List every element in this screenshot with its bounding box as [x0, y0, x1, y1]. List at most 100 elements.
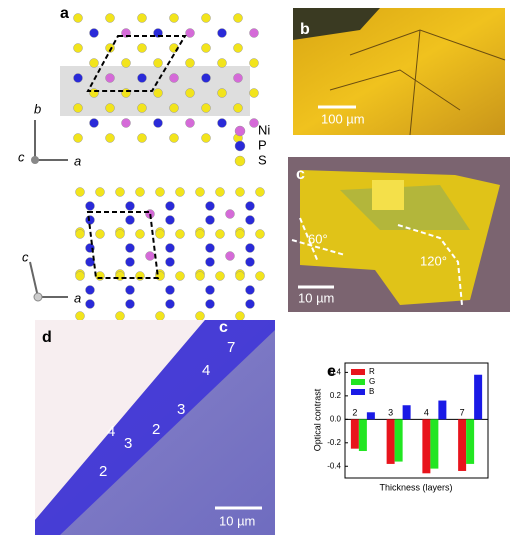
- atom: [217, 88, 227, 98]
- bar: [350, 419, 359, 449]
- atom: [137, 73, 147, 83]
- atom: [153, 118, 163, 128]
- bar: [402, 405, 411, 420]
- bar: [358, 419, 367, 452]
- y-tick-label: -0.2: [327, 438, 341, 447]
- atom: [137, 13, 147, 23]
- y-tick-label: 0.2: [330, 391, 342, 400]
- atom: [115, 229, 125, 239]
- atom: [95, 271, 105, 281]
- atom: [169, 13, 179, 23]
- axis-label: c: [22, 249, 29, 264]
- atom: [235, 271, 245, 281]
- atom: [217, 28, 227, 38]
- plot-frame: [344, 362, 489, 479]
- atom: [155, 311, 165, 321]
- atom: [105, 43, 115, 53]
- scale-label: 10 µm: [219, 513, 255, 528]
- atom: [73, 73, 83, 83]
- layer-label: 4: [107, 423, 115, 440]
- axis-origin: [31, 156, 39, 164]
- atom: [205, 201, 215, 211]
- atom: [115, 311, 125, 321]
- bar: [474, 374, 483, 420]
- layer-label: 2: [99, 463, 107, 480]
- atom: [73, 13, 83, 23]
- atom: [215, 187, 225, 197]
- atom: [105, 133, 115, 143]
- atom: [85, 215, 95, 225]
- atom: [165, 285, 175, 295]
- atom: [165, 243, 175, 253]
- category-label: 3: [388, 408, 393, 418]
- atom: [245, 299, 255, 309]
- atom: [249, 28, 259, 38]
- angle-label: 120°: [420, 253, 447, 268]
- atom: [255, 271, 265, 281]
- atom: [245, 285, 255, 295]
- atom: [195, 187, 205, 197]
- atom: [73, 103, 83, 113]
- flake-edge: [35, 320, 275, 535]
- atom: [185, 118, 195, 128]
- atom: [245, 201, 255, 211]
- atom: [135, 229, 145, 239]
- scale-label: 10 µm: [298, 290, 334, 305]
- legend-label: B: [369, 387, 374, 396]
- atom: [233, 103, 243, 113]
- atom: [233, 43, 243, 53]
- atom: [89, 58, 99, 68]
- atom: [201, 73, 211, 83]
- atom: [153, 88, 163, 98]
- panel-label: d: [42, 329, 52, 346]
- atom: [105, 73, 115, 83]
- atom: [155, 187, 165, 197]
- atom: [145, 251, 155, 261]
- atom: [225, 209, 235, 219]
- atom: [105, 13, 115, 23]
- atom: [89, 118, 99, 128]
- atom: [249, 88, 259, 98]
- atom: [169, 133, 179, 143]
- atom: [165, 215, 175, 225]
- atom: [235, 187, 245, 197]
- atom: [217, 118, 227, 128]
- atom: [95, 229, 105, 239]
- atom: [105, 103, 115, 113]
- unit-cell: [86, 35, 187, 92]
- atom: [234, 125, 246, 137]
- layer-label: 4: [202, 362, 210, 379]
- atom: [137, 103, 147, 113]
- y-axis-title: Optical contrast: [312, 388, 322, 451]
- atom: [155, 229, 165, 239]
- legend-label: S: [258, 152, 267, 167]
- atom: [85, 257, 95, 267]
- panel-label: e: [327, 363, 336, 380]
- layer-label: 3: [177, 401, 185, 418]
- atom: [137, 133, 147, 143]
- unit-cell: [86, 211, 160, 279]
- layer-label: 3: [124, 435, 132, 452]
- axis-label: a: [74, 290, 81, 305]
- flake-thick: [372, 180, 404, 210]
- cracks: [329, 29, 506, 136]
- atom: [153, 58, 163, 68]
- atom: [115, 187, 125, 197]
- bar: [438, 400, 447, 420]
- atom: [125, 285, 135, 295]
- angle-label: 60°: [308, 231, 328, 246]
- atom: [175, 187, 185, 197]
- bar: [458, 419, 467, 471]
- atom: [75, 271, 85, 281]
- bar: [422, 419, 431, 474]
- axis-origin: [33, 292, 43, 302]
- legend-swatch: [351, 369, 365, 375]
- angle-guides: [291, 217, 463, 306]
- panel-label: a: [60, 5, 69, 22]
- atom: [85, 285, 95, 295]
- legend-swatch: [351, 389, 365, 395]
- legend-swatch: [351, 379, 365, 385]
- y-tick-label: 0.0: [330, 414, 342, 423]
- atom: [249, 58, 259, 68]
